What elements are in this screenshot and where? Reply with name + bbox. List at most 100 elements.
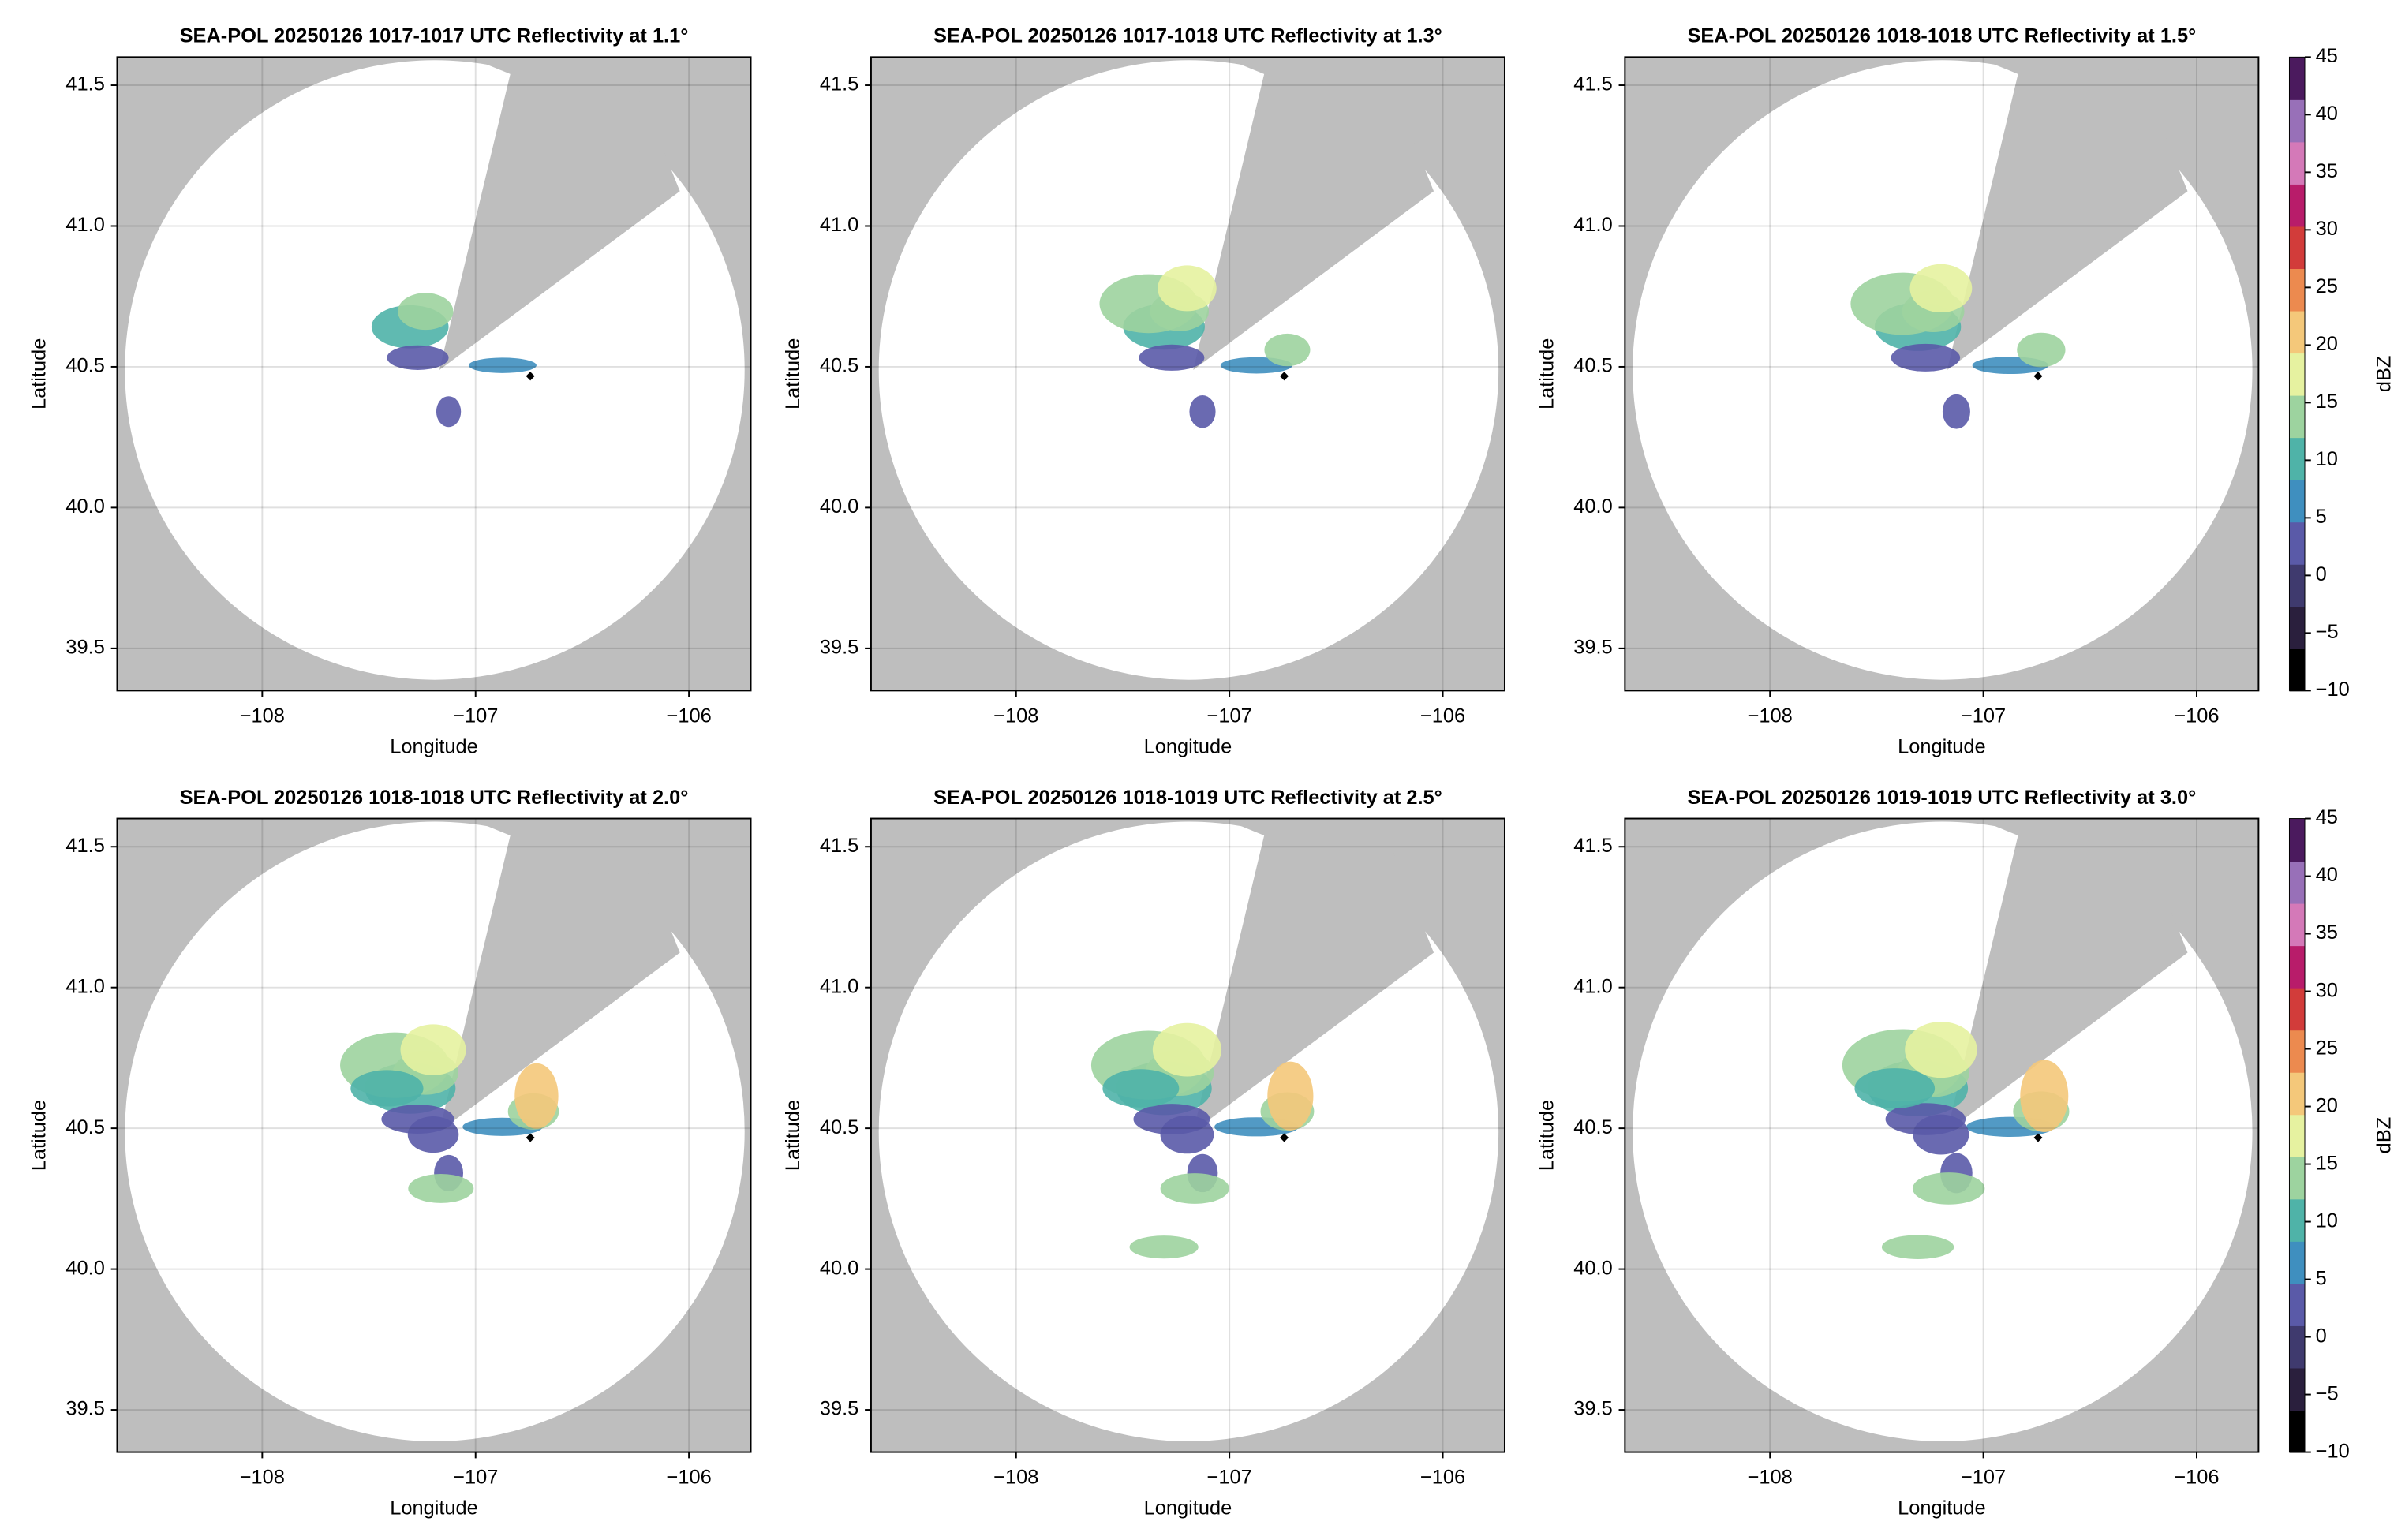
echoes [1099, 265, 1311, 428]
colorbar-tick-label: −10 [2316, 678, 2350, 701]
colorbar-swatch [2289, 818, 2305, 862]
echo [514, 1063, 559, 1129]
echo [1264, 333, 1311, 367]
echo [1139, 344, 1205, 371]
colorbar-frame [2288, 56, 2306, 691]
y-axis-label: Latitude [782, 338, 804, 409]
panel: −108 −107 −106 39.5 40.0 40.5 41.0 41.5 SEA-POL … [782, 25, 1505, 757]
y-tick-label: 41.5 [65, 73, 104, 95]
colorbar-tick-label: 35 [2316, 921, 2338, 944]
colorbar-tick-label: 40 [2316, 103, 2338, 125]
y-tick-label: 39.5 [65, 1398, 104, 1420]
echoes [340, 1024, 559, 1203]
axes-frame [116, 56, 752, 692]
chart-title: SEA-POL 20250126 1019-1019 UTC Reflectiv… [1687, 787, 2196, 809]
colorbar-swatch [2289, 479, 2305, 523]
y-tick-label: 40.0 [65, 495, 104, 518]
echo [1913, 1114, 1969, 1155]
y-tick-label: 39.5 [1573, 1398, 1612, 1420]
blocked-sector [1947, 57, 2188, 370]
y-tick-label: 39.5 [65, 637, 104, 659]
panel: −108 −107 −106 39.5 40.0 40.5 41.0 41.5 SEA-POL … [1535, 787, 2260, 1519]
y-tick-label: 40.5 [65, 1116, 104, 1138]
colorbar-swatch [2289, 1410, 2305, 1453]
colorbar-tick-label: 15 [2316, 1152, 2338, 1174]
axes-frame [870, 817, 1505, 1453]
x-tick-label: −108 [993, 705, 1038, 727]
echo [1909, 264, 1973, 313]
echo [1881, 1235, 1954, 1259]
echo [387, 345, 449, 370]
colorbar-swatch [2289, 1071, 2305, 1116]
y-tick-label: 40.0 [820, 1257, 858, 1279]
colorbar-tick-label: 35 [2316, 160, 2338, 182]
x-axis-label: Longitude [1144, 1497, 1232, 1519]
x-tick-label: −106 [667, 705, 712, 727]
echo [398, 293, 454, 331]
y-tick-label: 41.5 [65, 835, 104, 857]
y-tick-label: 39.5 [820, 1398, 858, 1420]
x-tick-label: −107 [1207, 1466, 1252, 1488]
colorbar-tick-label: 40 [2316, 864, 2338, 886]
colorbar-swatch [2289, 1240, 2305, 1284]
axes-frame [1624, 56, 2260, 692]
echo [1152, 1022, 1222, 1077]
echo [1189, 395, 1216, 428]
colorbar-tick-label: 45 [2316, 45, 2338, 67]
colorbar-swatch [2289, 1156, 2305, 1200]
x-tick-label: −106 [1420, 705, 1465, 727]
y-tick-label: 40.5 [1573, 1116, 1612, 1138]
panel: −108 −107 −106 39.5 40.0 40.5 41.0 41.5 SEA-POL … [28, 787, 752, 1519]
y-axis-label: Latitude [1535, 338, 1558, 409]
colorbar-label: dBZ [2373, 1117, 2395, 1154]
echo [1160, 1115, 1214, 1154]
colorbar-tick-label: 10 [2316, 1209, 2338, 1232]
colorbar-label: dBZ [2373, 356, 2395, 393]
x-tick-label: −107 [1207, 705, 1252, 727]
colorbar: −10 −5 0 5 10 15 20 25 30 35 40 45 dBZ [2288, 45, 2395, 701]
colorbar-tick-label: 25 [2316, 1037, 2338, 1059]
y-tick-label: 39.5 [1573, 637, 1612, 659]
chart-title: SEA-POL 20250126 1017-1018 UTC Reflectiv… [933, 25, 1442, 47]
colorbar-tick-label: 10 [2316, 448, 2338, 470]
colorbar: −10 −5 0 5 10 15 20 25 30 35 40 45 dBZ [2288, 806, 2395, 1462]
echo [1854, 1068, 1936, 1108]
colorbar-tick-label: 5 [2316, 506, 2327, 528]
y-tick-label: 40.0 [1573, 495, 1612, 518]
echoes [1850, 264, 2066, 429]
y-axis-label: Latitude [28, 1100, 50, 1171]
x-tick-label: −108 [1748, 1466, 1793, 1488]
echo [1891, 343, 1961, 372]
panel: −108 −107 −106 39.5 40.0 40.5 41.0 41.5 SEA-POL … [782, 787, 1505, 1519]
y-tick-label: 41.5 [1573, 835, 1612, 857]
radar-site [2033, 1133, 2043, 1142]
echo [408, 1174, 474, 1203]
y-tick-label: 39.5 [820, 637, 858, 659]
colorbar-swatch [2289, 1325, 2305, 1369]
colorbar-swatch [2289, 226, 2305, 269]
chart-title: SEA-POL 20250126 1018-1018 UTC Reflectiv… [180, 787, 689, 809]
echo [1129, 1235, 1199, 1259]
echoes [1842, 1022, 2070, 1259]
colorbar-tick-label: 30 [2316, 218, 2338, 240]
x-tick-label: −108 [993, 1466, 1038, 1488]
colorbar-swatch [2289, 353, 2305, 396]
colorbar-tick-label: 30 [2316, 979, 2338, 1001]
colorbar-swatch [2289, 437, 2305, 480]
echo [407, 1116, 459, 1153]
y-tick-label: 41.5 [820, 73, 858, 95]
y-tick-label: 41.0 [820, 214, 858, 236]
blocked-sector [1193, 57, 1434, 370]
x-tick-label: −107 [1961, 705, 2006, 727]
colorbar-swatch [2289, 310, 2305, 354]
echo [1912, 1172, 1985, 1205]
radar-site [2033, 372, 2043, 381]
y-tick-label: 40.5 [65, 355, 104, 377]
echo [2020, 1060, 2069, 1132]
colorbar-swatch [2289, 861, 2305, 904]
colorbar-swatch [2289, 1283, 2305, 1326]
blocked-sector [1947, 818, 2188, 1132]
x-axis-label: Longitude [1144, 735, 1232, 757]
